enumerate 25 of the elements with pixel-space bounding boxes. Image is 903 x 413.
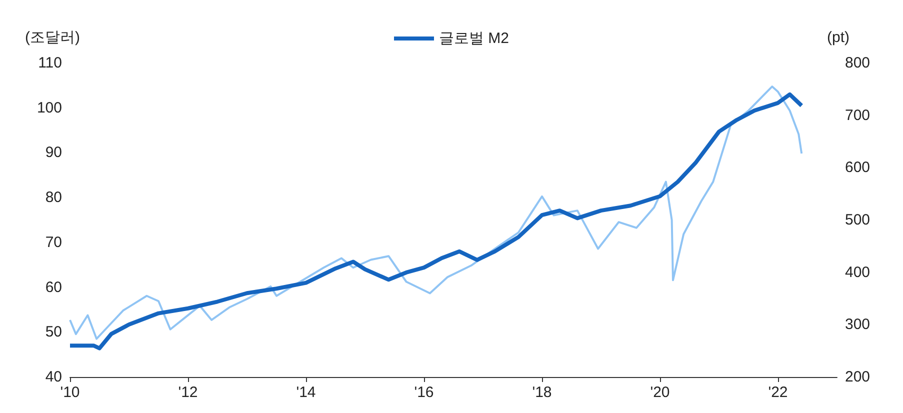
- y-tick-label: 50: [45, 324, 62, 341]
- y2-tick-label: 400: [845, 264, 870, 281]
- x-tick-label: '12: [178, 384, 198, 401]
- legend-label: 글로벌 M2: [439, 30, 510, 47]
- y-tick-label: 70: [45, 234, 62, 251]
- y-axis-title: (조달러): [25, 29, 80, 46]
- y2-tick-label: 200: [845, 368, 870, 386]
- x-tick-label: '18: [532, 384, 552, 401]
- x-tick-label: '20: [650, 384, 670, 401]
- x-tick-label: '10: [60, 384, 80, 401]
- y2-tick-label: 300: [845, 316, 870, 334]
- y-tick-label: 90: [45, 144, 62, 162]
- y2-tick-label: 500: [845, 212, 870, 228]
- x-tick-label: '14: [296, 384, 316, 401]
- y-tick-label: 60: [45, 278, 62, 296]
- y2-tick-label: 600: [845, 159, 870, 176]
- y2-axis-title: (pt): [827, 29, 850, 46]
- y2-tick-label: 800: [845, 54, 870, 72]
- y2-tick-label: 700: [845, 106, 870, 124]
- y-tick-label: 110: [38, 54, 62, 72]
- x-tick-label: '16: [414, 384, 434, 401]
- y-tick-label: 40: [45, 368, 62, 386]
- x-tick-label: '22: [768, 384, 788, 401]
- y-tick-label: 100: [36, 99, 62, 116]
- y-tick-label: 80: [45, 189, 62, 206]
